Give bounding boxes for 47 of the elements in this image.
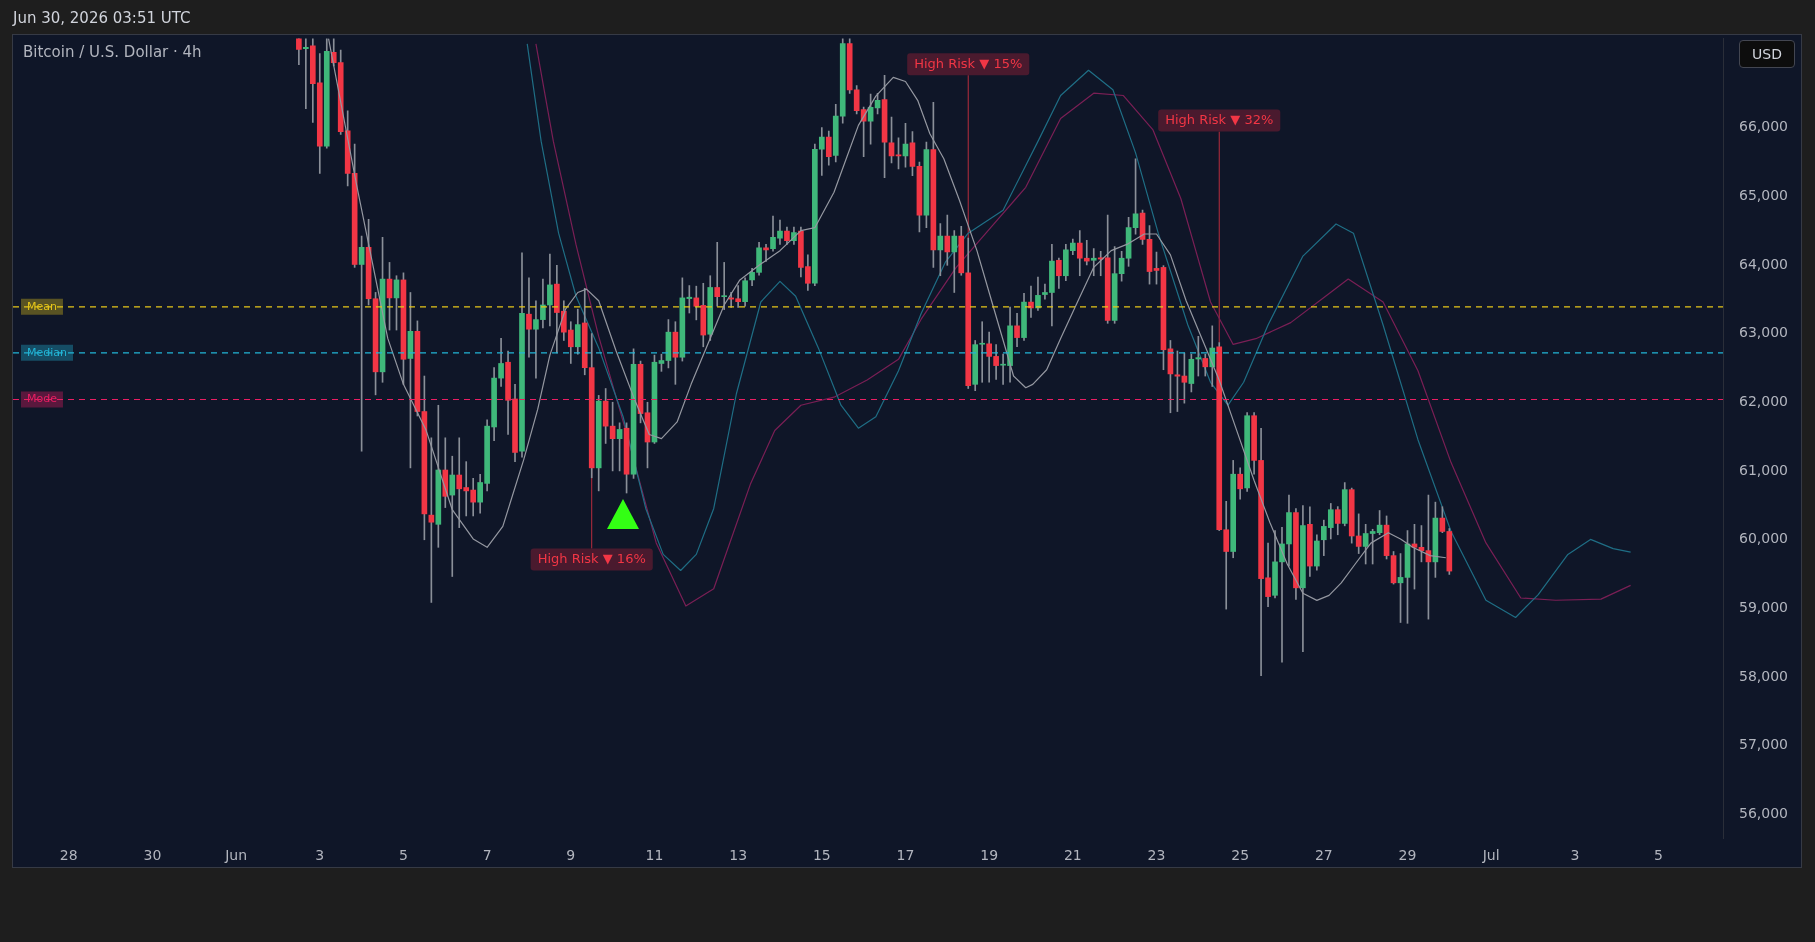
chart-subtitle: Jun 30, 2026 03:51 UTC (13, 9, 191, 27)
x-tick-label: 28 (59, 847, 78, 864)
x-tick-label: 29 (1398, 847, 1417, 864)
x-tick-label: 25 (1231, 847, 1250, 864)
candlestick (449, 455, 456, 577)
y-tick-label: 59,000 (1739, 598, 1788, 615)
y-tick-label: 57,000 (1739, 736, 1788, 753)
x-tick-label: 19 (980, 847, 999, 864)
x-tick-label: 30 (143, 847, 162, 864)
ref-line-label: Median (27, 345, 68, 359)
x-tick-label: 11 (645, 847, 664, 864)
x-tick-label: 9 (566, 847, 576, 864)
x-tick-label: 13 (729, 847, 748, 864)
candlestick (526, 277, 532, 358)
y-tick-label: 56,000 (1739, 804, 1788, 821)
x-tick-label: 23 (1147, 847, 1166, 864)
x-tick-label: 5 (1654, 847, 1663, 864)
candlestick (721, 262, 728, 310)
x-tick-label: 17 (896, 847, 915, 864)
x-tick-label: 15 (812, 847, 831, 864)
candlestick (714, 241, 721, 307)
annotation: High Risk ▼ 15% (914, 55, 1023, 71)
y-tick-label: 64,000 (1739, 255, 1788, 272)
annotation: High Risk ▼ 16% (537, 550, 646, 566)
x-tick-label: 27 (1314, 847, 1333, 864)
chart-title: Bitcoin / U.S. Dollar · 4h (23, 43, 202, 61)
ref-line-label: Mean (27, 299, 57, 313)
y-tick-label: 60,000 (1739, 530, 1788, 547)
x-tick-label: 21 (1063, 847, 1082, 864)
text: USD (1739, 40, 1795, 68)
candlestick (1090, 248, 1097, 277)
candlestick (1195, 336, 1202, 377)
candlestick (951, 230, 958, 293)
candlestick (303, 38, 309, 109)
y-tick-label: 65,000 (1739, 186, 1788, 203)
y-tick-label: 63,000 (1739, 324, 1788, 341)
x-tick-label: 7 (482, 847, 492, 864)
x-tick-label: 5 (399, 847, 408, 864)
x-tick-label: 3 (315, 847, 325, 864)
y-tick-label: 66,000 (1739, 118, 1788, 135)
x-tick-label: Jun (224, 847, 248, 864)
x-tick-label: Jul (1481, 847, 1500, 864)
x-tick-label: 3 (1570, 847, 1580, 864)
y-tick-label: 61,000 (1739, 461, 1788, 478)
y-tick-label: 58,000 (1739, 667, 1788, 684)
annotation: High Risk ▼ 32% (1165, 111, 1274, 127)
y-tick-label: 62,000 (1739, 392, 1788, 409)
